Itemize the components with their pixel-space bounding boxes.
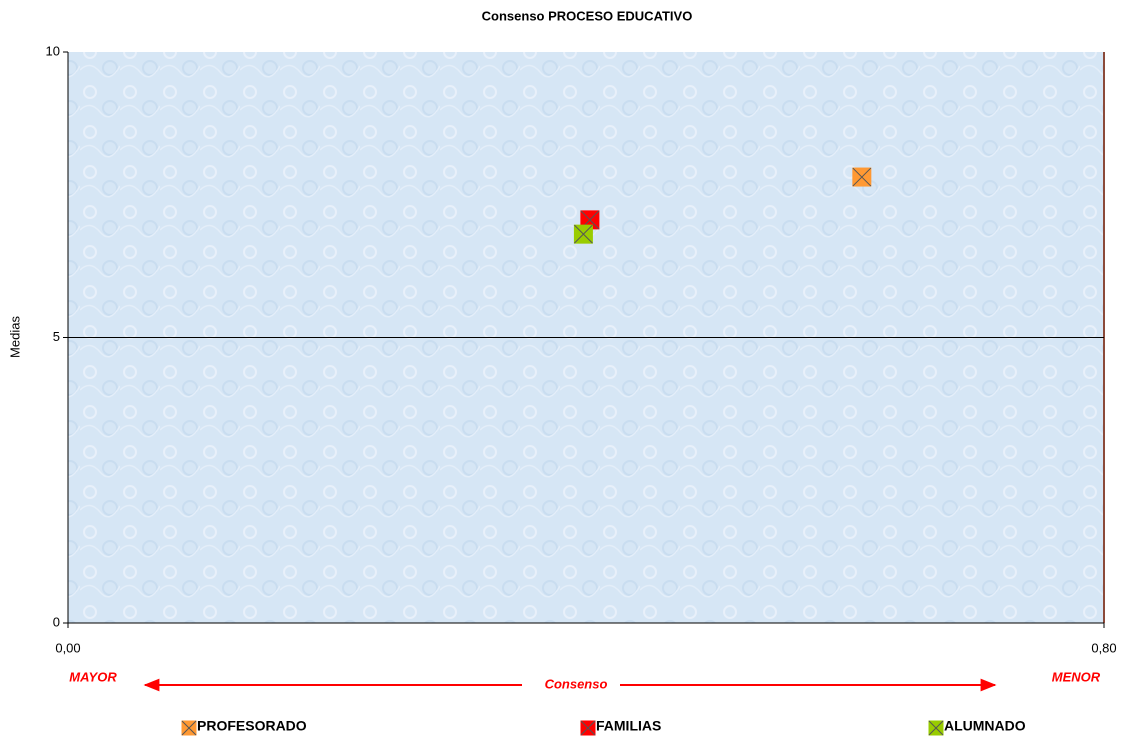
- y-tick-label: 10: [46, 43, 60, 58]
- x-tick-label: 0,00: [55, 640, 80, 655]
- marker-cross: [181, 720, 197, 736]
- legend-label: PROFESORADO: [197, 718, 307, 734]
- point: [852, 167, 872, 187]
- x-tick-label: 0,80: [1091, 640, 1116, 655]
- annotation: Consenso: [545, 676, 608, 691]
- chart-title: Consenso PROCESO EDUCATIVO: [482, 8, 693, 23]
- y-tick-label: 0: [53, 614, 60, 629]
- legend-label: ALUMNADO: [944, 718, 1026, 734]
- legend-label: FAMILIAS: [596, 718, 661, 734]
- y-axis-label: Medias: [7, 316, 22, 358]
- point: [573, 224, 593, 244]
- annotation: MENOR: [1052, 669, 1101, 684]
- marker-cross: [852, 167, 872, 187]
- legend-swatch: [181, 720, 197, 736]
- y-tick-label: 5: [53, 329, 60, 344]
- marker-cross: [928, 720, 944, 736]
- marker-cross: [580, 720, 596, 736]
- annotation: MAYOR: [69, 669, 117, 684]
- marker-cross: [574, 224, 593, 244]
- legend-swatch: [928, 720, 944, 736]
- legend-swatch: [580, 720, 596, 736]
